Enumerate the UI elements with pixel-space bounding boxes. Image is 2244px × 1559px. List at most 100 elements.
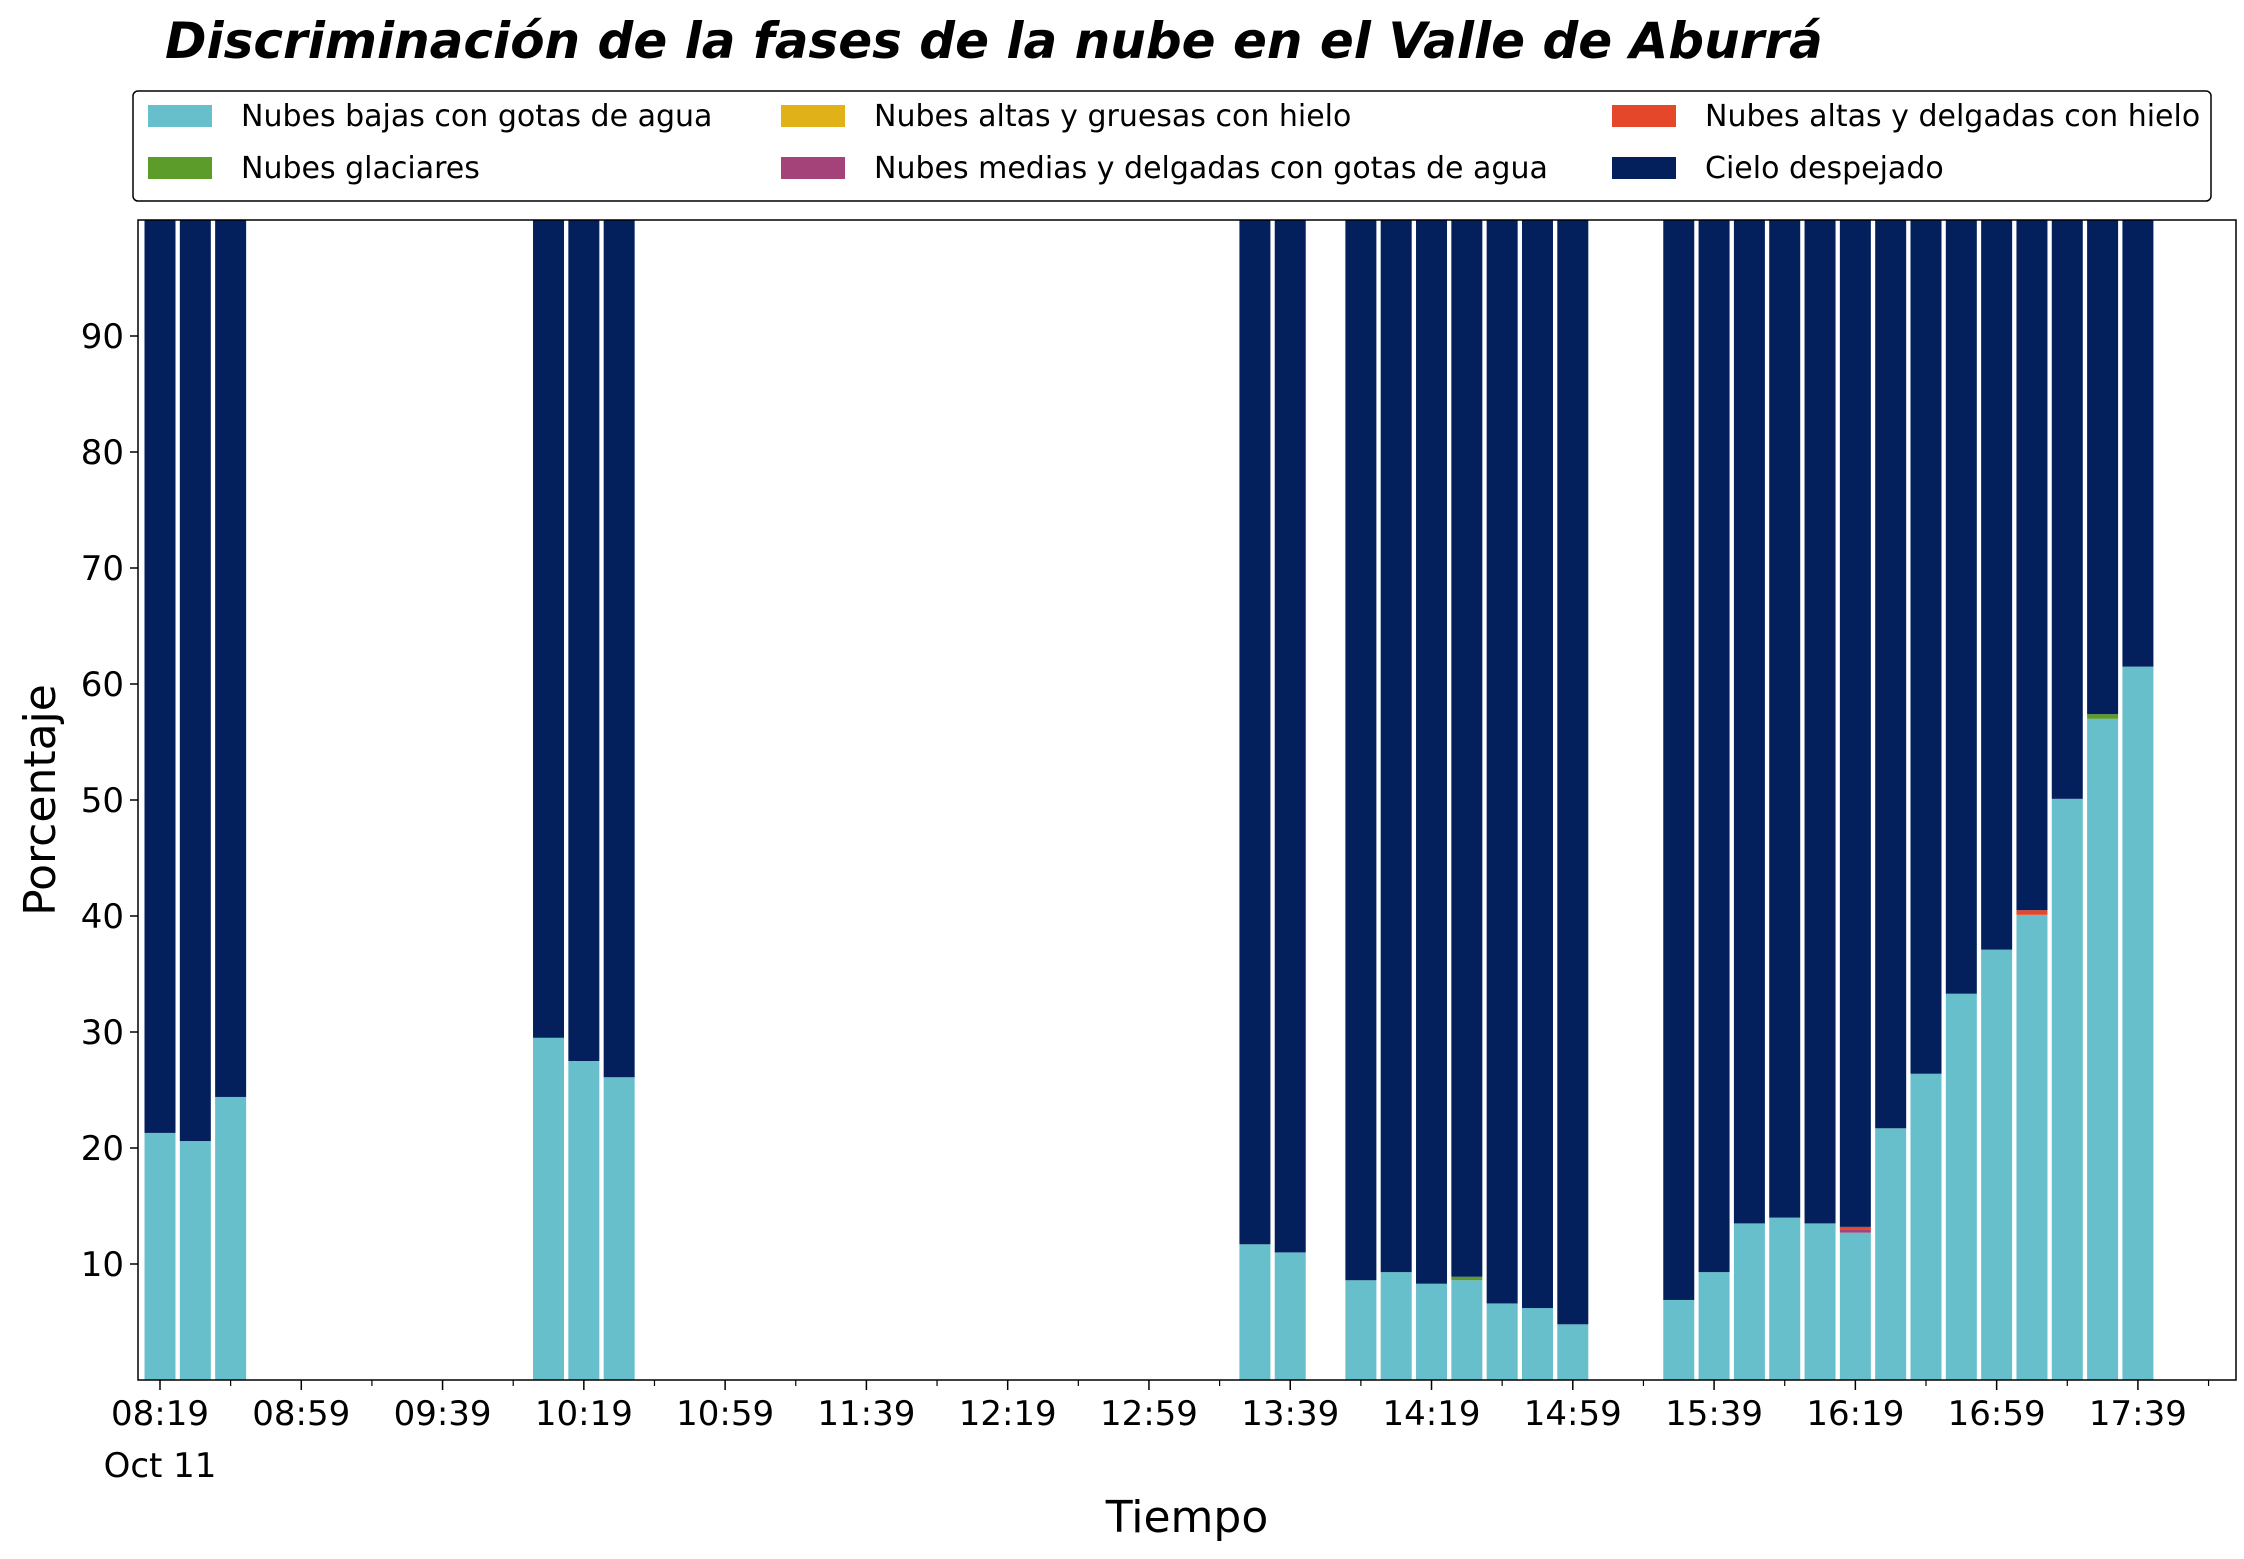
y-tick-label: 70: [81, 549, 124, 589]
bar-segment-6-0: [1239, 1244, 1271, 1380]
bar-segment-3-5: [533, 220, 565, 1038]
bar-segment-7-0: [1274, 1252, 1306, 1380]
bar-segment-9-0: [1380, 1272, 1412, 1380]
x-tick-label: 10:59: [676, 1394, 774, 1434]
bar-segment-11-5: [1451, 220, 1483, 1277]
x-tick-date: Oct 11: [104, 1446, 217, 1486]
bar-segment-4-0: [568, 1061, 600, 1380]
bar-segment-28-0: [2122, 666, 2154, 1380]
y-tick-label: 40: [81, 897, 124, 937]
bar-segment-0-0: [144, 1132, 176, 1380]
bar-segment-20-0: [1839, 1232, 1871, 1380]
bar-segment-16-0: [1698, 1272, 1730, 1380]
bar-segment-9-5: [1380, 220, 1412, 1273]
bar-segment-2-5: [215, 220, 247, 1097]
bar-segment-17-5: [1733, 220, 1765, 1224]
bar-segment-8-5: [1345, 220, 1377, 1281]
bar-segment-6-5: [1239, 220, 1271, 1245]
bar-segment-21-0: [1875, 1128, 1907, 1380]
bar-segment-1-0: [179, 1141, 211, 1380]
x-tick-label: 16:19: [1806, 1394, 1904, 1434]
bar-segment-12-0: [1486, 1303, 1518, 1380]
bar-segment-18-5: [1769, 220, 1801, 1218]
bar-segment-26-5: [2051, 220, 2083, 799]
bar-segment-17-0: [1733, 1223, 1765, 1380]
bar-segment-28-5: [2122, 220, 2154, 667]
bar-segment-12-5: [1486, 220, 1518, 1304]
legend-label-2: Nubes altas y gruesas con hielo: [874, 99, 1351, 134]
y-tick-label: 20: [81, 1129, 124, 1169]
bar-segment-0-5: [144, 220, 176, 1133]
x-tick-label: 14:59: [1524, 1394, 1622, 1434]
x-tick-label: 10:19: [535, 1394, 633, 1434]
bar-segment-2-0: [215, 1096, 247, 1380]
bar-segment-14-0: [1557, 1324, 1589, 1380]
y-tick-label: 80: [81, 433, 124, 473]
legend-label-0: Nubes bajas con gotas de agua: [241, 99, 712, 134]
bar-segment-23-5: [1945, 220, 1977, 994]
bar-segment-22-0: [1910, 1073, 1942, 1380]
bar-segment-11-0: [1451, 1280, 1483, 1380]
bar-segment-19-5: [1804, 220, 1836, 1224]
bar-segment-15-5: [1663, 220, 1695, 1300]
y-axis: 10 20 30 40 50 60 70 80 90: [81, 317, 138, 1285]
x-tick-label: 11:39: [817, 1394, 915, 1434]
bar-segment-5-0: [603, 1077, 635, 1380]
legend-swatch-1: [148, 157, 212, 179]
bar-segment-22-5: [1910, 220, 1942, 1074]
bar-segment-3-0: [533, 1037, 565, 1380]
bar-segment-21-5: [1875, 220, 1907, 1129]
legend-swatch-3: [781, 157, 845, 179]
bar-segment-4-5: [568, 220, 600, 1061]
bar-segment-27-5: [2087, 220, 2119, 715]
legend-swatch-0: [148, 105, 212, 127]
x-tick-label: 09:39: [394, 1394, 492, 1434]
legend-label-5: Cielo despejado: [1705, 151, 1944, 186]
bar-segment-25-5: [2016, 220, 2048, 911]
legend-label-1: Nubes glaciares: [241, 151, 480, 186]
x-axis: 08:19 08:59 09:39 10:19 10:59 11:39 12:19 12:59…: [111, 1380, 2210, 1434]
bar-segment-20-4: [1839, 1226, 1871, 1230]
y-axis-label: Porcentaje: [15, 684, 66, 916]
x-tick-label: 14:19: [1383, 1394, 1481, 1434]
x-tick-label: 08:59: [252, 1394, 350, 1434]
bar-segment-13-5: [1521, 220, 1553, 1309]
x-tick-label: 13:39: [1241, 1394, 1339, 1434]
bar-segment-8-0: [1345, 1280, 1377, 1380]
bar-segment-14-5: [1557, 220, 1589, 1325]
bar-segment-19-0: [1804, 1223, 1836, 1380]
x-tick-label: 15:39: [1665, 1394, 1763, 1434]
y-tick-label: 90: [81, 317, 124, 357]
x-tick-label: 12:59: [1100, 1394, 1198, 1434]
bar-segment-23-0: [1945, 993, 1977, 1380]
bar-segment-5-5: [603, 220, 635, 1078]
bar-segment-11-1: [1451, 1276, 1483, 1281]
bar-segment-24-5: [1981, 220, 2013, 950]
legend-frame: [132, 90, 2212, 202]
x-tick-label: 17:39: [2089, 1394, 2187, 1434]
x-tick-label: 16:59: [1948, 1394, 2046, 1434]
bar-segment-16-5: [1698, 220, 1730, 1273]
legend-label-4: Nubes altas y delgadas con hielo: [1705, 99, 2200, 134]
x-axis-label: Tiempo: [1105, 1492, 1269, 1543]
bar-segment-20-3: [1839, 1229, 1871, 1233]
y-tick-label: 10: [81, 1245, 124, 1285]
bar-segment-25-0: [2016, 914, 2048, 1380]
legend-swatch-4: [1612, 105, 1676, 127]
bar-segment-20-5: [1839, 220, 1871, 1227]
x-tick-label: 12:19: [959, 1394, 1057, 1434]
bar-segment-10-5: [1416, 220, 1448, 1284]
bar-segment-1-5: [179, 220, 211, 1142]
bar-segment-27-0: [2087, 718, 2119, 1380]
bar-segment-26-0: [2051, 798, 2083, 1380]
bar-segment-27-1: [2087, 714, 2119, 719]
y-tick-label: 30: [81, 1013, 124, 1053]
legend: Nubes bajas con gotas de agua Nubes glaci…: [132, 90, 2212, 202]
legend-swatch-5: [1612, 157, 1676, 179]
bar-segment-10-0: [1416, 1283, 1448, 1380]
legend-label-3: Nubes medias y delgadas con gotas de agu…: [874, 151, 1548, 186]
bars-group: [144, 220, 2154, 1380]
legend-swatch-2: [781, 105, 845, 127]
bar-segment-15-0: [1663, 1299, 1695, 1380]
